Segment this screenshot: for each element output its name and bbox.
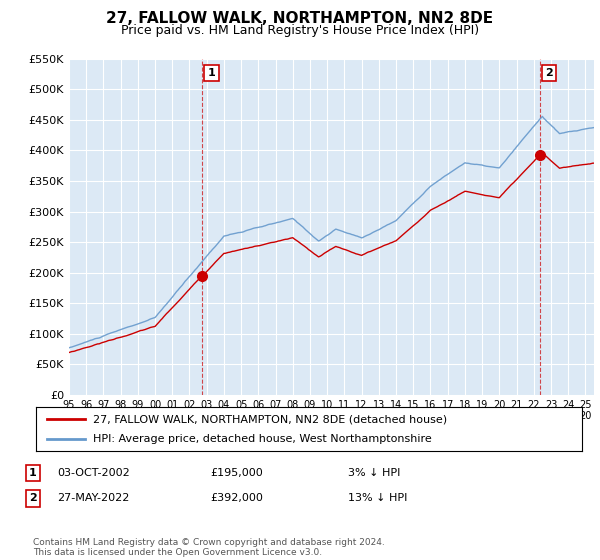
Text: 2: 2 bbox=[29, 493, 37, 503]
Text: 03-OCT-2002: 03-OCT-2002 bbox=[57, 468, 130, 478]
Text: £195,000: £195,000 bbox=[210, 468, 263, 478]
Text: 1: 1 bbox=[29, 468, 37, 478]
Text: £392,000: £392,000 bbox=[210, 493, 263, 503]
Text: 27, FALLOW WALK, NORTHAMPTON, NN2 8DE (detached house): 27, FALLOW WALK, NORTHAMPTON, NN2 8DE (d… bbox=[94, 414, 448, 424]
Text: 1: 1 bbox=[208, 68, 215, 78]
Text: HPI: Average price, detached house, West Northamptonshire: HPI: Average price, detached house, West… bbox=[94, 433, 432, 444]
Text: 2: 2 bbox=[545, 68, 553, 78]
Text: 3% ↓ HPI: 3% ↓ HPI bbox=[348, 468, 400, 478]
Text: 27, FALLOW WALK, NORTHAMPTON, NN2 8DE: 27, FALLOW WALK, NORTHAMPTON, NN2 8DE bbox=[106, 11, 494, 26]
Text: Contains HM Land Registry data © Crown copyright and database right 2024.
This d: Contains HM Land Registry data © Crown c… bbox=[33, 538, 385, 557]
Text: 13% ↓ HPI: 13% ↓ HPI bbox=[348, 493, 407, 503]
Text: Price paid vs. HM Land Registry's House Price Index (HPI): Price paid vs. HM Land Registry's House … bbox=[121, 24, 479, 36]
Text: 27-MAY-2022: 27-MAY-2022 bbox=[57, 493, 130, 503]
